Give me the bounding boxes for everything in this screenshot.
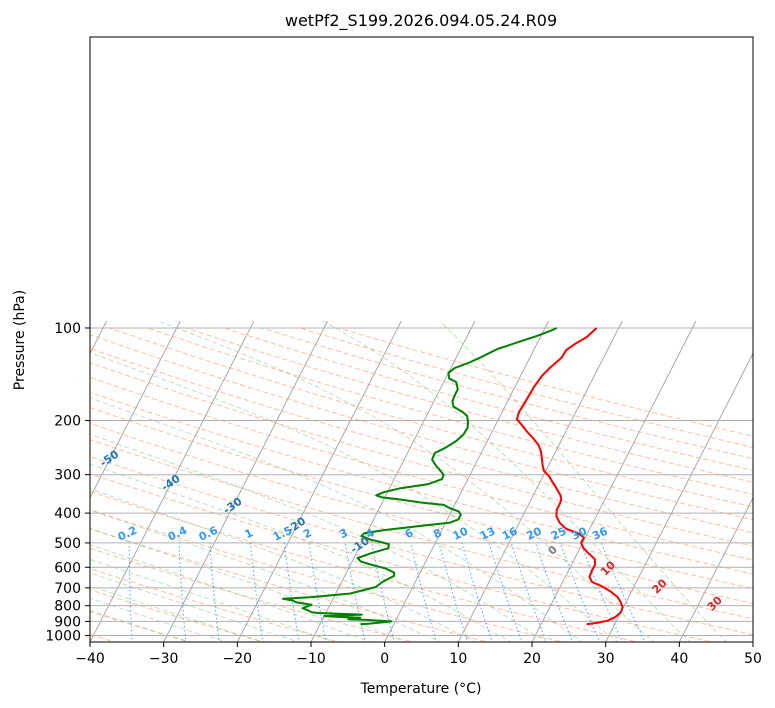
- x-tick-label: −10: [296, 651, 326, 667]
- mixing-ratio-line: [580, 542, 623, 642]
- dry-adiabat-line: [147, 327, 753, 495]
- moist-adiabat-line: [90, 397, 583, 642]
- moist-adiabat-line: [90, 558, 336, 642]
- y-tick-label: 900: [54, 614, 81, 630]
- dry-adiabat-line: [90, 490, 640, 642]
- isotherm-line: [457, 320, 623, 642]
- isotherm-line: [310, 320, 476, 642]
- dry-adiabat-line: [223, 327, 753, 471]
- y-tick-label: 300: [54, 468, 81, 484]
- dry-adiabat-line: [90, 439, 753, 620]
- chart-title: wetPf2_S199.2026.094.05.24.R09: [285, 11, 557, 31]
- x-tick-label: 20: [523, 651, 541, 667]
- mixing-ratio-label: 0.1: [69, 524, 92, 544]
- isotherm-line: [90, 320, 255, 642]
- dry-adiabat-line: [90, 376, 753, 561]
- mixing-ratio-label: 13: [478, 525, 497, 543]
- x-tick-label: 50: [744, 651, 762, 667]
- mixing-ratio-line: [438, 542, 469, 642]
- dry-adiabat-line: [90, 407, 753, 590]
- mixing-ratio-label: 36: [590, 524, 610, 542]
- mixing-ratio-line: [410, 542, 437, 642]
- x-axis-ticks: −40 −30 −20 −10 0 10 20 30 40 50: [75, 642, 762, 667]
- mixing-ratio-label: 30: [570, 524, 590, 542]
- x-tick-label: −30: [149, 651, 179, 667]
- x-tick-label: 30: [597, 651, 615, 667]
- isotherm-line: [605, 352, 753, 642]
- mixing-ratio-line: [510, 542, 547, 642]
- moist-adiabat-line: [439, 320, 728, 642]
- y-tick-label: 400: [54, 506, 81, 522]
- mixing-ratio-lines: [128, 542, 646, 642]
- dewpoint-trace: [282, 327, 558, 626]
- isotherms: [90, 320, 753, 642]
- x-tick-label: −20: [223, 651, 253, 667]
- x-tick-label: −40: [75, 651, 105, 667]
- mixing-ratio-line: [535, 542, 574, 642]
- mixing-ratio-label: 20: [524, 524, 544, 542]
- mixing-ratio-line: [209, 542, 220, 642]
- y-tick-label: 200: [54, 414, 81, 430]
- y-tick-label: 600: [54, 560, 81, 576]
- dry-adiabat-line: [109, 327, 753, 508]
- isotherm-line: [90, 320, 181, 499]
- y-tick-label: 700: [54, 581, 81, 597]
- mixing-ratio-line: [601, 542, 646, 642]
- moist-adiabat-line: [90, 488, 477, 642]
- y-tick-label: 100: [54, 321, 81, 337]
- dry-adiabat-line: [90, 362, 753, 547]
- plot-frame: [89, 36, 754, 643]
- moist-adiabat-line: [90, 572, 300, 642]
- isotherm-line: [163, 320, 328, 642]
- mixing-ratio-line: [371, 542, 395, 642]
- mixing-ratio-line: [461, 542, 493, 642]
- y-axis-label: Pressure (hPa): [12, 290, 28, 390]
- pressure-gridlines: [90, 327, 753, 636]
- dry-adiabat-line: [90, 334, 753, 521]
- y-tick-label: 800: [54, 599, 81, 615]
- x-tick-label: 40: [670, 651, 688, 667]
- moist-adiabat-line: [158, 320, 655, 642]
- mixing-ratio-label: 25: [549, 525, 568, 543]
- mixing-ratio-label: 16: [500, 524, 520, 542]
- isotherm-line: [678, 496, 753, 642]
- x-tick-label: 0: [380, 651, 389, 667]
- mixing-ratio-line: [178, 542, 187, 642]
- temperature-trace: [515, 327, 624, 626]
- moist-adiabat-line: [90, 527, 407, 642]
- dry-adiabat-line: [261, 327, 753, 460]
- x-axis-label: Temperature (°C): [360, 681, 482, 697]
- moist-adiabat-line: [90, 544, 371, 642]
- dry-adiabat-line: [90, 391, 753, 575]
- dry-adiabat-line: [90, 347, 753, 534]
- isotherm-line: [384, 320, 549, 642]
- mixing-ratio-label: 10: [451, 524, 471, 542]
- moist-adiabat-line: [90, 463, 512, 642]
- in-plot-labels: -100-90-80-70-60-50-40-30-20-100.10.20.4…: [69, 448, 753, 629]
- mixing-ratio-line: [559, 542, 601, 642]
- moist-adiabat-line: [90, 351, 619, 642]
- dry-adiabat-line: [90, 422, 753, 605]
- y-tick-label: 500: [54, 536, 81, 552]
- isotherm-line: [236, 320, 402, 642]
- mixing-ratio-line: [308, 542, 327, 642]
- mixing-ratio-line: [283, 542, 300, 642]
- isotherm-line: [531, 320, 697, 642]
- plot-area: -100-90-80-70-60-50-40-30-20-100.10.20.4…: [69, 320, 753, 642]
- moist-adiabat-line: [90, 433, 548, 642]
- x-tick-label: 10: [449, 651, 467, 667]
- mixing-ratio-line: [249, 542, 264, 642]
- mixing-ratio-line: [488, 542, 523, 642]
- y-tick-label: 1000: [45, 628, 81, 644]
- mixing-ratio-line: [344, 542, 366, 642]
- mixing-ratio-line: [128, 542, 133, 642]
- sounding-traces: [282, 327, 624, 626]
- moist-adiabat-line: [322, 320, 691, 642]
- dry-adiabat-line: [185, 327, 753, 483]
